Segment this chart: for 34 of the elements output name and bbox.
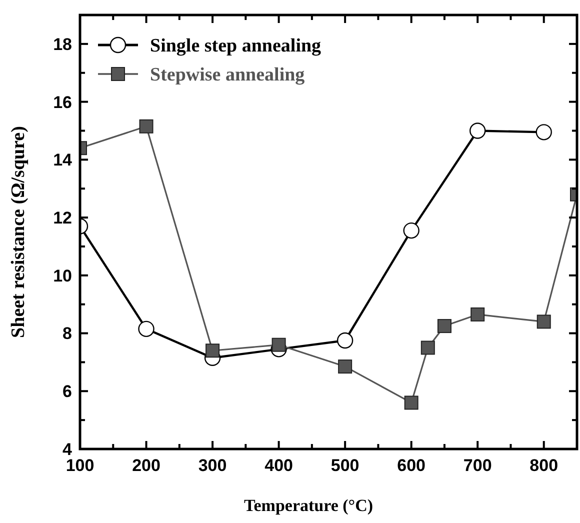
y-tick-label: 4 [62,440,73,459]
point [206,344,220,358]
x-axis-title: Temperature (°C) [244,496,374,515]
point [404,396,418,410]
x-tick-label: 200 [132,456,160,475]
point [403,222,420,239]
x-tick-label: 500 [330,456,360,475]
y-tick-label: 10 [53,266,72,286]
point [437,319,452,334]
point [536,124,552,140]
point [470,122,486,139]
y-tick-label: 14 [53,150,73,170]
legend-label: Single step annealing [150,36,322,57]
point [536,314,551,329]
x-tick-label: 100 [66,456,94,475]
point [272,338,286,352]
point [336,332,354,349]
y-tick-label: 18 [53,34,72,54]
y-tick-label: 12 [53,208,72,228]
x-tick-label: 800 [530,456,558,475]
point [420,340,435,355]
point [139,119,154,134]
x-tick-label: 300 [198,456,227,475]
point [470,307,485,322]
y-tick-label: 16 [53,92,72,112]
y-tick-label: 6 [62,382,72,402]
x-tick-label: 400 [264,456,293,475]
y-axis-title: Sheet resistance (Ω/squre) [8,126,29,338]
x-tick-label: 700 [463,456,492,475]
y-tick-label: 8 [62,324,72,344]
point [138,320,154,338]
legend-label: Stepwise annealing [150,64,306,86]
point [338,360,352,374]
x-tick-label: 600 [397,456,426,475]
